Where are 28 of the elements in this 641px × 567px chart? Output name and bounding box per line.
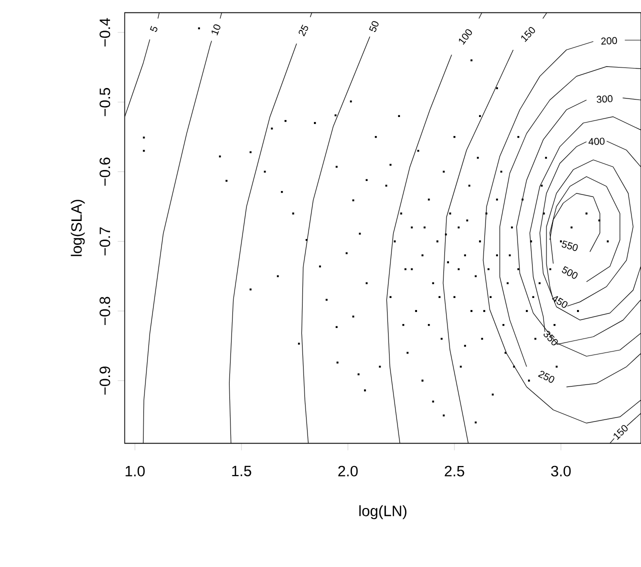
series-label: 400 [588,138,605,146]
y-tick-label: −0.7 [100,227,110,256]
y-tick-label: −0.6 [100,158,110,186]
text: 10 [212,24,220,36]
text: 100 [459,29,472,45]
x-tick-label: 1.0 [126,466,145,476]
y-tick-label: −0.5 [100,88,110,116]
x-axis-title: log(LN) [359,505,406,520]
text: 350 [544,330,558,346]
y-axis-title: log(SLA) [70,200,85,256]
x-tick-label: 3.0 [551,466,571,476]
y-tick-label: −0.4 [100,18,110,46]
text: 500 [562,266,578,279]
x-tick-label: 2.0 [338,466,358,476]
text: 5 [150,26,158,32]
text: 150 [614,425,628,440]
text: 50 [369,21,379,32]
text: 150 [521,27,535,42]
text: 250 [538,370,554,383]
x-tick-label: 1.5 [232,466,252,476]
series-label: 200 [601,37,617,45]
text: 550 [562,240,578,251]
y-tick-label: −0.9 [100,366,110,395]
text: 25 [298,24,308,36]
x-tick-label: 2.5 [444,466,464,476]
y-tick-label: −0.8 [100,296,110,326]
series-label: 300 [596,95,612,103]
text: 450 [552,296,568,308]
